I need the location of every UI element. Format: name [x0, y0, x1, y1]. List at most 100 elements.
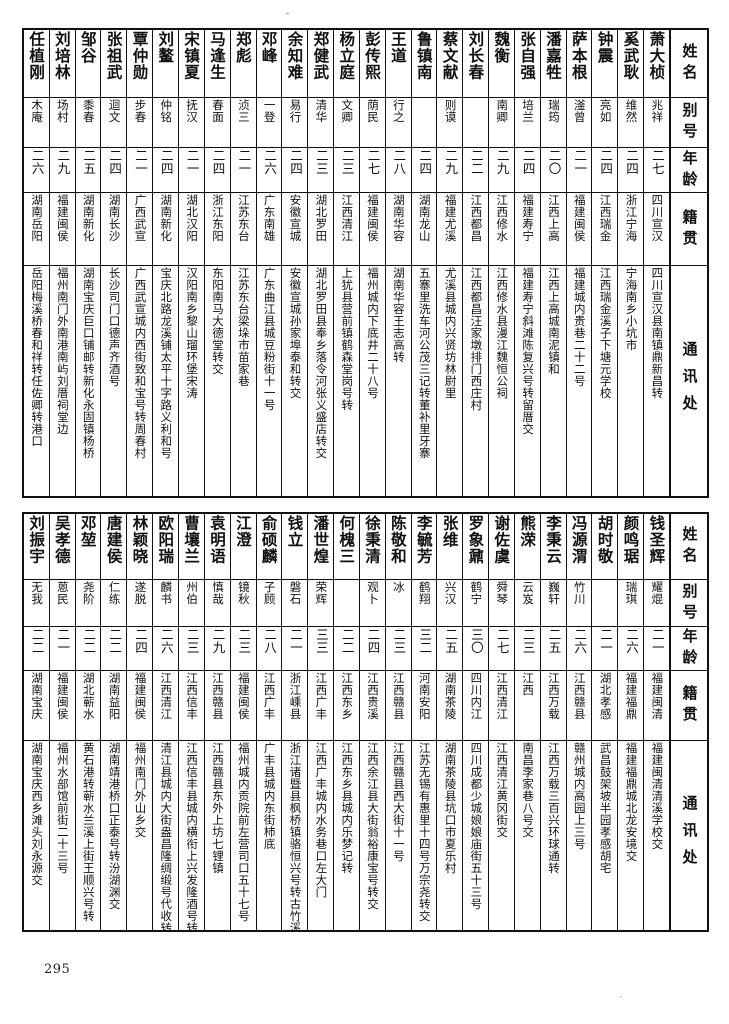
- roster-text-alias: 慎哉: [210, 580, 225, 605]
- roster-text-age: 二一: [288, 628, 304, 655]
- roster-text-native: 江苏东台: [236, 194, 251, 242]
- roster-cell-age: 二一: [127, 148, 153, 193]
- roster-cell-alias: 竹川: [566, 580, 592, 628]
- roster-text-name: 邹谷: [78, 31, 98, 64]
- roster-text-age: 二六: [158, 628, 174, 655]
- roster-column: 欧阳瑞 麟书 二六 江西清江 清江县城内大街盎昌隆绸缎号代收转: [152, 514, 178, 930]
- roster-cell-age: 二〇: [540, 148, 566, 193]
- roster-text-name: 蔡文献: [440, 31, 460, 81]
- roster-cell-name: 钱立: [282, 514, 308, 580]
- roster-cell-age: 二三: [514, 627, 540, 672]
- roster-text-address: 湖南茶陵县坑口市夏乐村: [443, 741, 458, 874]
- roster-text-alias: 行之: [391, 99, 406, 123]
- roster-cell-native: 四川宣汉: [644, 193, 669, 266]
- roster-cell-address: 福建闽清清溪学校交: [644, 741, 669, 930]
- roster-cell-address: 福州南门外山乡交: [127, 741, 152, 930]
- roster-cell-native: 江西万载: [540, 671, 566, 741]
- roster-cell-alias: 尧阶: [75, 580, 101, 628]
- roster-header-text-native: 籍贯: [680, 685, 699, 728]
- roster-cell-age: 三〇: [463, 627, 489, 672]
- roster-text-alias: 麟书: [159, 580, 174, 605]
- roster-text-age: 二三: [339, 149, 355, 175]
- roster-text-address: 福州城内下底井二十八号: [366, 267, 381, 399]
- roster-cell-address: 湖南宝庆西乡滩头刘永源交: [24, 741, 49, 930]
- roster-cell-address: 长沙司门口德声齐酒号: [101, 266, 126, 496]
- roster-text-name: 何槐三: [337, 515, 357, 565]
- roster-header-address: 通讯处: [671, 741, 707, 930]
- roster-text-native: 福建寿宁: [521, 194, 536, 242]
- roster-cell-age: 二一: [644, 627, 669, 672]
- roster-text-native: 福建闽侯: [572, 194, 587, 242]
- roster-text-age: 二四: [598, 149, 614, 175]
- roster-cell-address: 江西信丰县城内横衔上兴发隆酒号转: [179, 741, 204, 930]
- roster-cell-address: 东阳南马大德堂转交: [205, 266, 230, 496]
- roster-text-address: 江西赣县东外上坊七锂镇: [210, 741, 225, 874]
- roster-cell-name: 颜鸣琚: [618, 514, 644, 580]
- roster-cell-age: 二四: [411, 148, 437, 193]
- roster-cell-age: 二一: [178, 148, 204, 193]
- roster-text-name: 张自强: [518, 31, 538, 81]
- roster-text-address: 福建福鼎城北龙安境交: [624, 741, 639, 862]
- roster-column: 刘振宇 无我 二二 湖南宝庆 湖南宝庆西乡滩头刘永源交: [23, 514, 49, 930]
- roster-cell-native: 浙江嵊县: [282, 671, 308, 741]
- roster-column: 张维 兴汉 二五 湖南茶陵 湖南茶陵县坑口市夏乐村: [436, 514, 463, 930]
- roster-text-alias: 兆祥: [650, 99, 665, 123]
- roster-text-age: 二九: [55, 149, 71, 175]
- roster-text-address: 江苏无锡有惠里十四号万宗尧转交: [417, 741, 432, 922]
- roster-cell-native: 湖南新化: [153, 193, 178, 266]
- roster-text-alias: 无我: [30, 580, 45, 605]
- roster-text-name: 颜鸣琚: [621, 515, 641, 565]
- roster-cell-name: 郑健武: [308, 30, 334, 98]
- roster-text-alias: 维然: [624, 99, 639, 123]
- roster-text-address: 宁海南乡小坑市: [624, 267, 639, 351]
- roster-text-name: 陈敬和: [388, 515, 408, 565]
- roster-text-native: 江西广丰: [314, 672, 329, 721]
- roster-text-age: 二一: [132, 149, 148, 175]
- roster-cell-age: 二五: [437, 627, 463, 672]
- roster-text-alias: 瑞琪: [624, 580, 639, 605]
- roster-cell-age: 二三: [230, 627, 256, 672]
- roster-text-native: 江西都昌: [469, 194, 484, 242]
- roster-text-native: 江西瑞金: [598, 194, 613, 242]
- roster-text-name: 李毓芳: [414, 515, 434, 565]
- roster-header-text-name: 姓名: [680, 43, 699, 85]
- roster-cell-alias: 兆祥: [644, 98, 669, 148]
- roster-header-text-alias: 别号: [680, 102, 699, 144]
- roster-text-alias: 浈三: [236, 99, 251, 123]
- roster-text-name: 宋镇夏: [182, 31, 202, 81]
- roster-text-name: 郑彪: [233, 31, 253, 64]
- roster-cell-address: 江西赣县西大街十一号: [386, 741, 411, 930]
- roster-text-address: 广西武宣城内西街致和宝号转周春村: [133, 267, 148, 459]
- roster-cell-alias: 清华: [308, 98, 334, 148]
- roster-cell-address: 福州城内下底井二十八号: [360, 266, 385, 496]
- roster-cell-native: 福建寿宁: [514, 193, 540, 266]
- roster-text-alias: 冰: [391, 580, 406, 593]
- roster-text-name: 冯源渭: [569, 515, 589, 565]
- roster-cell-name: 彭传熙: [359, 30, 385, 98]
- roster-cell-native: 福建闽清: [644, 671, 669, 741]
- roster-cell-alias: 荫民: [359, 98, 385, 148]
- roster-text-name: 刘长春: [466, 31, 486, 81]
- scan-speck: [620, 996, 622, 998]
- roster-text-native: 安徽宣城: [288, 194, 303, 242]
- roster-cell-alias: 蒽民: [49, 580, 75, 628]
- roster-cell-native: 安徽宣城: [282, 193, 308, 266]
- roster-column: 马逢生 春面 二四 浙江东阳 东阳南马大德堂转交: [203, 30, 230, 496]
- roster-text-age: 二四: [365, 628, 381, 655]
- roster-cell-native: 江西上高: [540, 193, 566, 266]
- roster-text-native: 江西赣县: [210, 672, 225, 721]
- roster-cell-address: 江西广丰城内水务巷口左大门: [308, 741, 333, 930]
- roster-column: 谢佐虞 舜琴 二七 江西清江 江西清江黄冈街交: [488, 514, 514, 930]
- roster-cell-address: 南昌李家巷八号交: [515, 741, 540, 930]
- roster-text-age: 二二: [468, 149, 484, 175]
- roster-text-native: 福建闽侯: [133, 672, 148, 721]
- roster-column: 郑彪 浈三 二一 江苏东台 江苏东台梁垛市苗家巷: [229, 30, 256, 496]
- roster-cell-name: 魏衡: [489, 30, 514, 98]
- roster-cell-age: 二一: [282, 627, 308, 672]
- roster-text-name: 邓峰: [259, 31, 279, 64]
- roster-text-native: 湖北孝感: [598, 672, 613, 721]
- roster-text-age: 二八: [262, 628, 278, 655]
- roster-text-age: 二六: [572, 628, 588, 655]
- roster-cell-age: 二七: [359, 148, 385, 193]
- roster-cell-address: 四川宣汉县南镇鼎新昌转: [644, 266, 669, 496]
